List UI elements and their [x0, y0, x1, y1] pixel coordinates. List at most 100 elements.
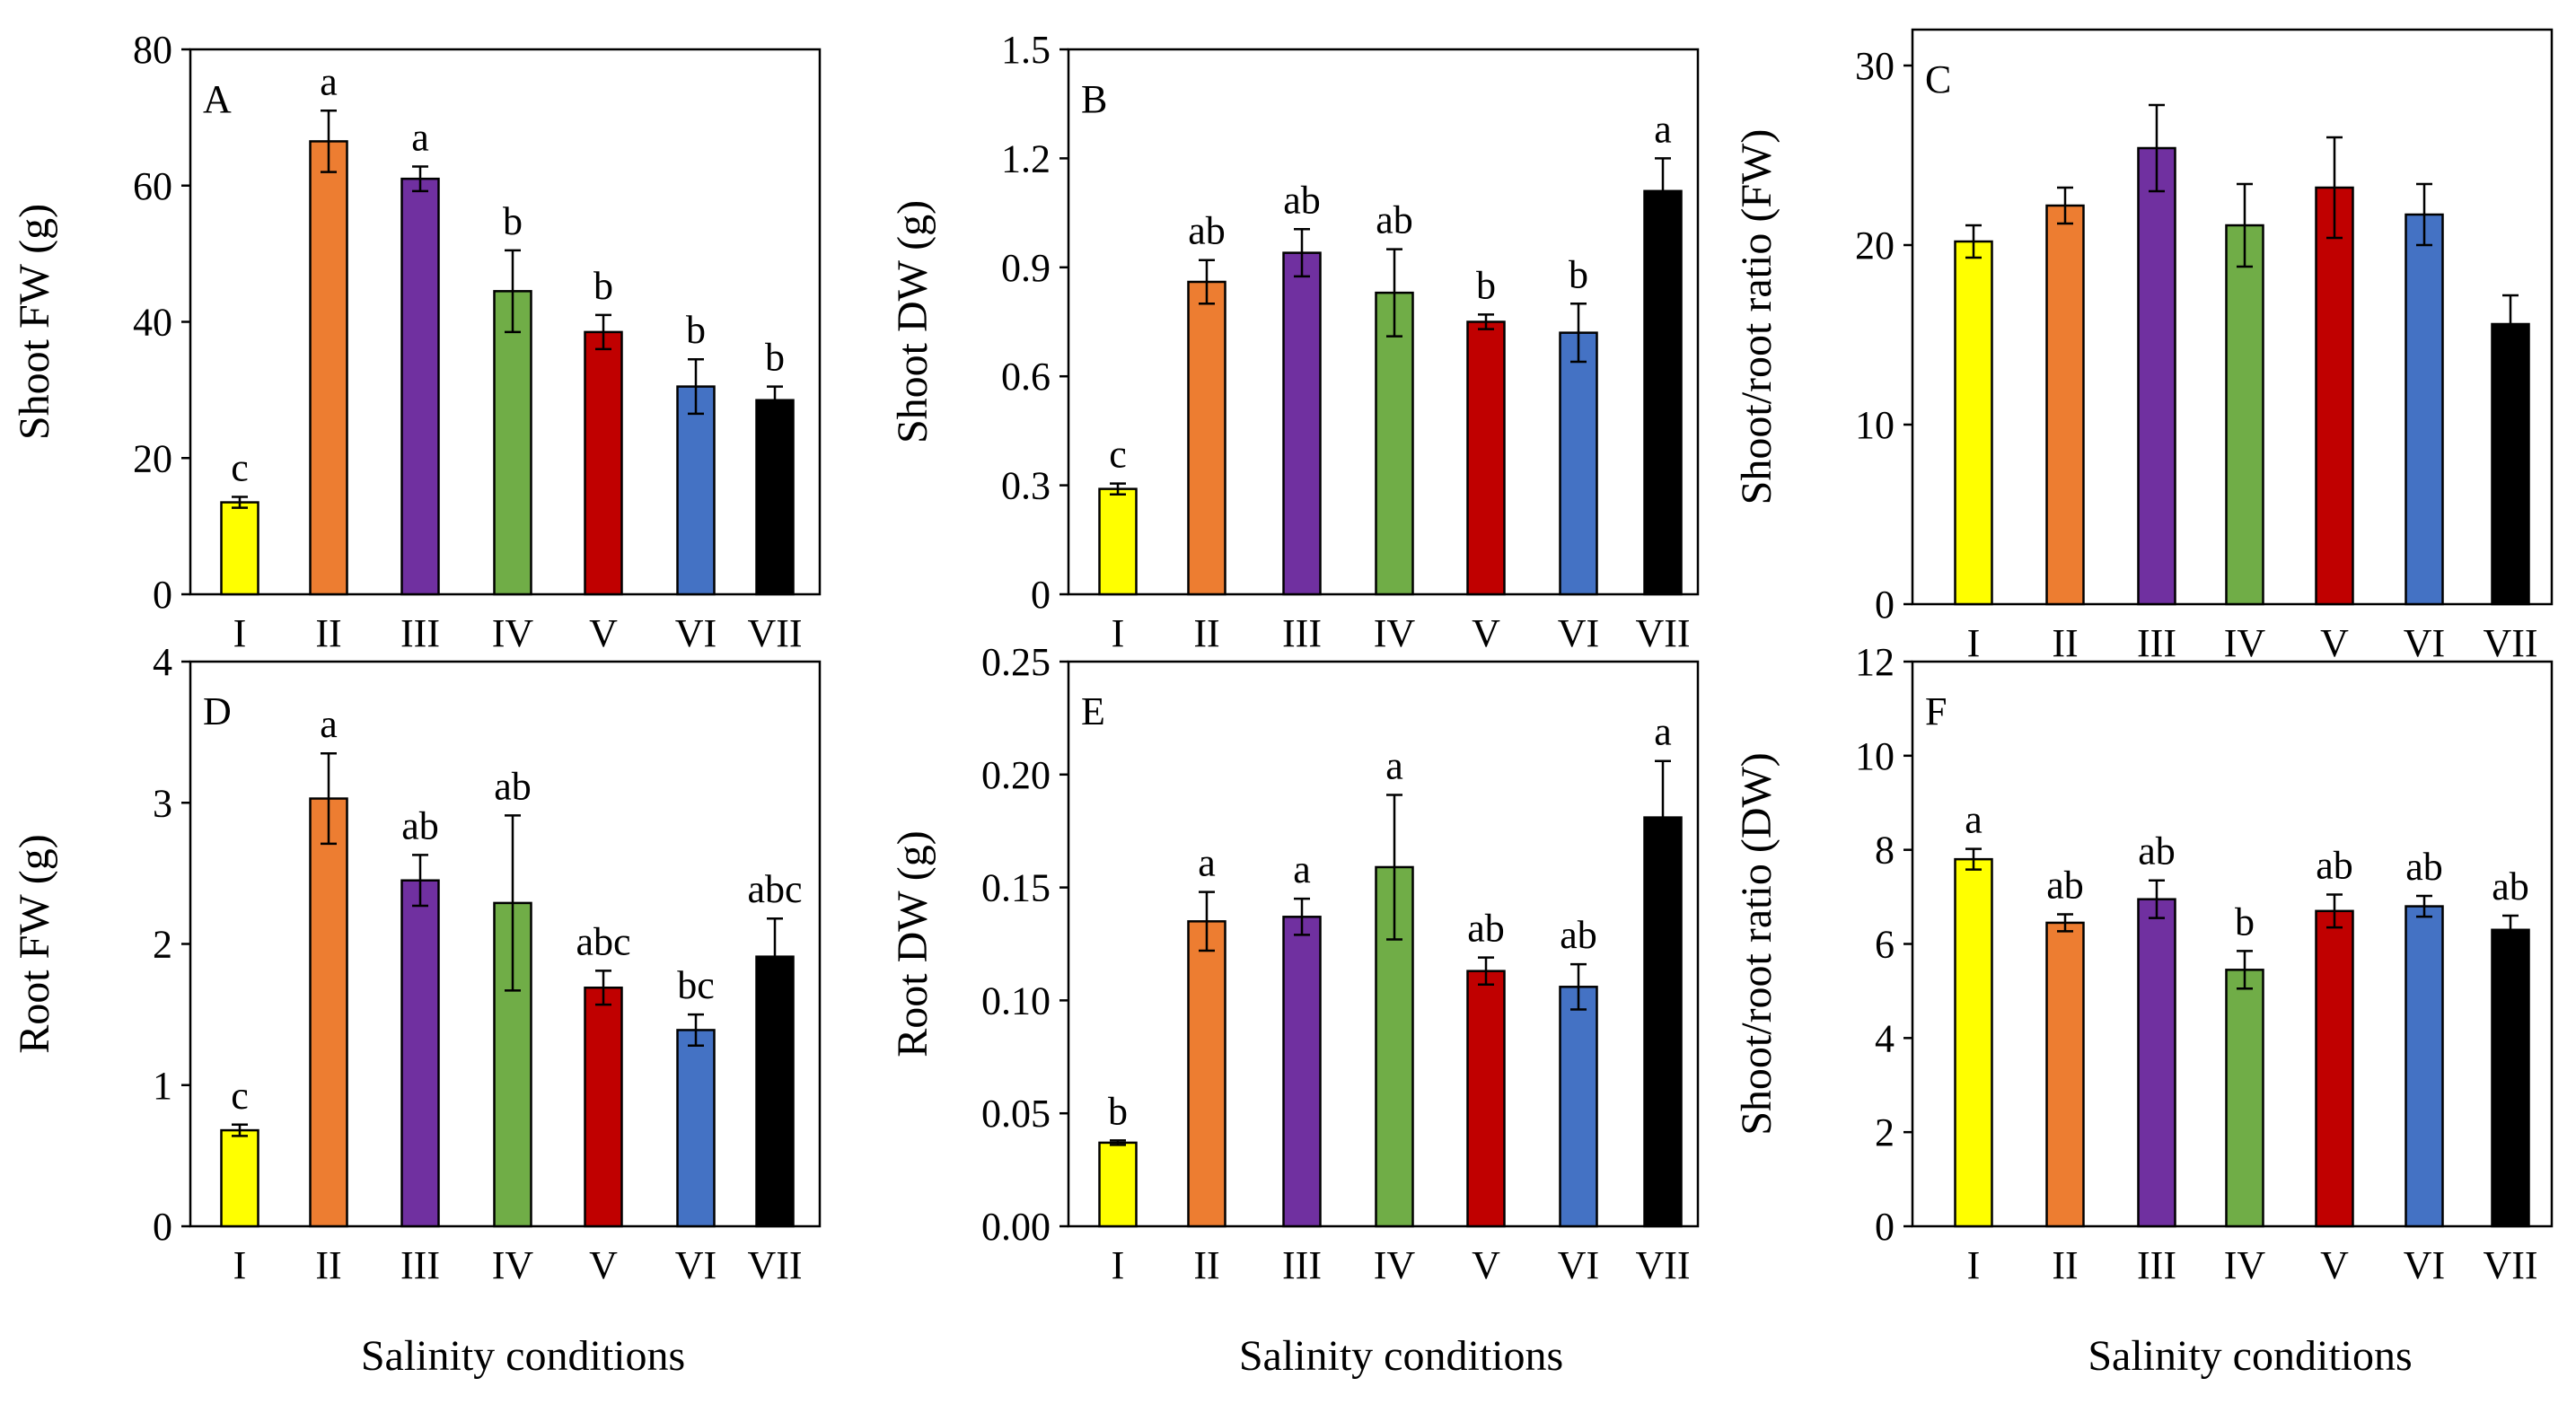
x-tick-label: II — [2052, 1243, 2078, 1287]
y-tick-label: 3 — [153, 781, 172, 825]
significance-label: a — [1654, 710, 1672, 754]
bar-ii — [2045, 204, 2085, 606]
x-tick-label: II — [1193, 1243, 1219, 1287]
y-tick-label: 0 — [153, 573, 172, 617]
bar-vii — [2491, 322, 2530, 606]
y-tick-label: 1.2 — [1001, 136, 1051, 180]
y-axis-title: Shoot DW (g) — [889, 200, 936, 443]
significance-label: a — [1198, 841, 1216, 885]
x-tick-label: VII — [1635, 1243, 1690, 1287]
panel-letter: D — [203, 689, 232, 733]
y-tick-label: 0.00 — [981, 1205, 1051, 1249]
y-tick-label: 20 — [1855, 224, 1895, 268]
panel-d: 0 1 2 3 4 Root FW (g) Dc Ia II ab III ab IV abc Vbc VI a… — [11, 640, 822, 1380]
bar-iv — [2225, 224, 2264, 606]
y-axis-title: Shoot/root ratio (DW) — [1733, 752, 1780, 1136]
x-tick-label: IV — [492, 611, 534, 655]
error-bar — [2502, 914, 2519, 945]
significance-label: a — [320, 702, 338, 746]
y-tick-label: 10 — [1855, 403, 1895, 447]
error-bar — [2326, 893, 2343, 929]
error-bar — [1110, 482, 1126, 496]
x-tick-label: VII — [2483, 621, 2537, 665]
panel-letter: C — [1925, 57, 1951, 101]
y-tick-label: 0 — [1031, 573, 1051, 617]
significance-label: a — [1385, 743, 1403, 787]
y-tick-label: 0.10 — [981, 978, 1051, 1022]
x-tick-label: IV — [1374, 611, 1416, 655]
error-bar — [1294, 228, 1310, 278]
bar-iv — [493, 290, 532, 596]
error-bar — [1386, 794, 1402, 941]
bar-iv — [1375, 291, 1414, 596]
error-bar — [1655, 759, 1671, 875]
bar-iii — [2137, 146, 2176, 606]
bar-vii — [1643, 816, 1683, 1228]
error-bar — [505, 814, 521, 992]
bar-vi — [676, 385, 716, 596]
error-bar — [688, 357, 704, 416]
significance-label: ab — [1376, 198, 1413, 242]
x-tick-label: I — [233, 1243, 247, 1287]
x-tick-label: III — [400, 611, 440, 655]
x-axis-title: Salinity conditions — [1239, 1332, 1563, 1380]
y-tick-label: 2 — [1875, 1110, 1895, 1154]
y-tick-label: 12 — [1855, 640, 1895, 684]
error-bar — [2149, 879, 2165, 919]
error-bar — [505, 249, 521, 334]
y-tick-label: 10 — [1855, 734, 1895, 778]
bar-ii — [1187, 280, 1226, 596]
x-tick-label: IV — [492, 1243, 534, 1287]
bar-iv — [2225, 969, 2264, 1228]
x-tick-label: II — [315, 611, 341, 655]
bar-iii — [400, 177, 440, 596]
bar-v — [1466, 970, 1506, 1228]
y-tick-label: 1.5 — [1001, 28, 1051, 72]
x-tick-label: I — [1967, 621, 1981, 665]
x-tick-label: VII — [747, 1243, 802, 1287]
error-bar — [1965, 847, 1982, 871]
x-tick-label: V — [2320, 621, 2349, 665]
bar-v — [2315, 186, 2354, 606]
bar-iii — [400, 879, 440, 1228]
bar-vii — [755, 399, 795, 596]
error-bar — [2326, 136, 2343, 240]
error-bar — [1478, 313, 1494, 330]
x-axis-title: Salinity conditions — [361, 1332, 685, 1380]
significance-label: abc — [576, 919, 630, 963]
error-bar — [1110, 1139, 1126, 1146]
bar-vi — [1559, 331, 1598, 596]
significance-label: c — [231, 445, 249, 489]
significance-label: c — [1109, 433, 1127, 477]
error-bar — [1570, 962, 1587, 1011]
x-axis-title: Salinity conditions — [2088, 1332, 2412, 1380]
x-tick-label: V — [1472, 611, 1500, 655]
panel-letter: F — [1925, 689, 1947, 733]
error-bar — [2502, 294, 2519, 355]
x-tick-label: VII — [1635, 611, 1690, 655]
y-tick-label: 4 — [153, 640, 172, 684]
error-bar — [412, 854, 428, 908]
error-bar — [1294, 897, 1310, 936]
x-tick-label: I — [1112, 1243, 1125, 1287]
y-axis-title: Root FW (g) — [11, 834, 58, 1053]
x-tick-label: III — [400, 1243, 440, 1287]
significance-label: ab — [2405, 845, 2443, 889]
y-tick-label: 1 — [153, 1064, 172, 1108]
error-bar — [1199, 259, 1215, 305]
bar-i — [1098, 1141, 1138, 1228]
x-tick-label: IV — [2224, 621, 2266, 665]
x-tick-label: V — [2320, 1243, 2349, 1287]
error-bar — [2149, 103, 2165, 193]
error-bar — [2057, 913, 2073, 933]
error-bar — [595, 313, 611, 351]
x-tick-label: VI — [675, 611, 717, 655]
error-bar — [767, 385, 783, 416]
error-bar — [412, 165, 428, 193]
panel-e: 0.00 0.05 0.10 0.15 0.20 0.25 Root DW (g) Eb Ia I… — [889, 640, 1700, 1380]
significance-label: a — [1654, 107, 1672, 151]
bar-vii — [1643, 189, 1683, 596]
bar-ii — [1187, 920, 1226, 1228]
x-tick-label: VII — [747, 611, 802, 655]
